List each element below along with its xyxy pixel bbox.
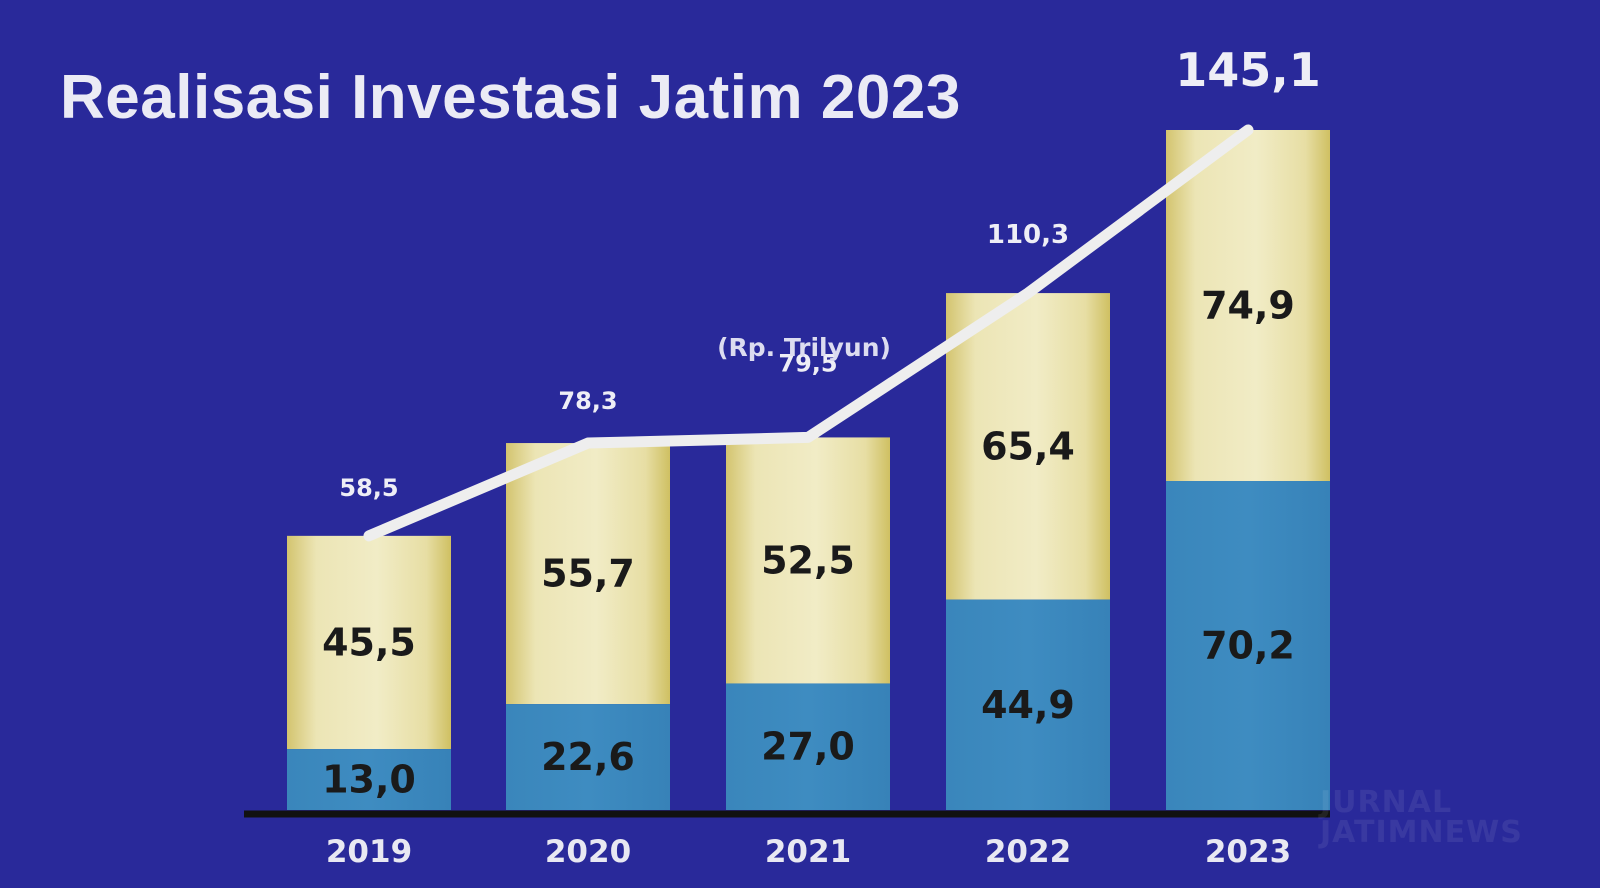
- label-lower-2023: 70,2: [1201, 624, 1295, 668]
- label-upper-2022: 65,4: [981, 424, 1075, 468]
- bar-upper-2022: [946, 293, 1110, 600]
- total-label-2023: 145,1: [1175, 43, 1321, 97]
- total-label-2020: 78,3: [558, 387, 617, 415]
- bar-upper-2020: [506, 443, 670, 705]
- label-upper-2020: 55,7: [541, 552, 635, 596]
- label-lower-2022: 44,9: [981, 683, 1075, 727]
- label-upper-2019: 45,5: [322, 620, 416, 664]
- total-trend-line: [363, 124, 1254, 542]
- total-label-2022: 110,3: [987, 220, 1069, 250]
- total-label-2021: 79,5: [778, 349, 837, 377]
- total-label-2019: 58,5: [339, 474, 398, 502]
- unit-note: (Rp. Trilyun): [717, 333, 891, 362]
- bar-upper-2019: [287, 535, 451, 750]
- bar-upper-2023: [1166, 130, 1330, 482]
- bar-lower-2019: [287, 749, 451, 810]
- label-upper-2021: 52,5: [761, 538, 855, 582]
- bar-upper-2021: [726, 437, 890, 684]
- x-tick-2019: 2019: [326, 834, 412, 870]
- chart-title: Realisasi Investasi Jatim 2023: [60, 63, 961, 132]
- label-lower-2020: 22,6: [541, 735, 635, 779]
- x-tick-2021: 2021: [765, 834, 851, 870]
- bar-lower-2023: [1166, 481, 1330, 810]
- bar-lower-2020: [506, 704, 670, 810]
- bar-lower-2021: [726, 683, 890, 810]
- bar-lower-2022: [946, 599, 1110, 810]
- x-tick-2020: 2020: [545, 834, 631, 870]
- x-tick-2023: 2023: [1205, 834, 1291, 870]
- label-lower-2021: 27,0: [761, 725, 855, 769]
- label-upper-2023: 74,9: [1201, 284, 1295, 328]
- x-tick-2022: 2022: [985, 834, 1071, 870]
- label-lower-2019: 13,0: [322, 758, 416, 802]
- watermark-logo: JURNAL JATIMNEWS: [1320, 785, 1523, 850]
